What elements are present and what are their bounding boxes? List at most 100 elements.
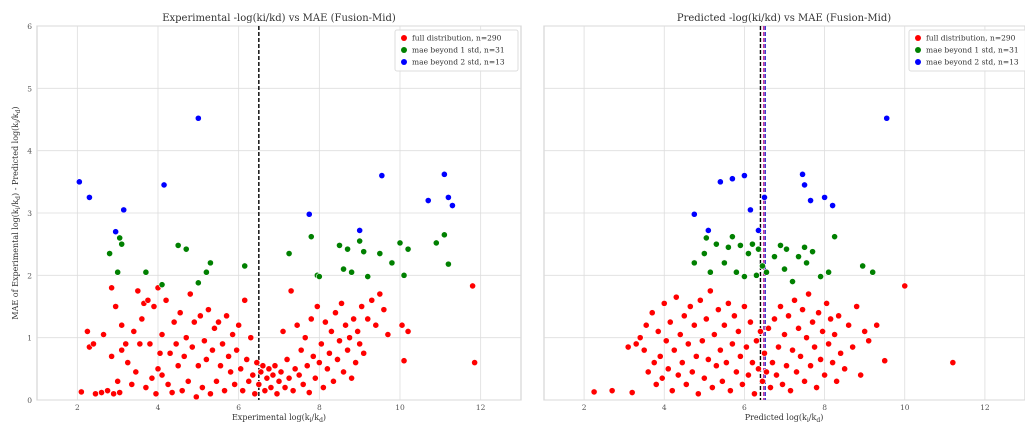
right-legend-box: [908, 29, 1025, 72]
right-point-full: [745, 371, 752, 379]
right-point-full: [777, 303, 784, 310]
left-point-full: [98, 389, 105, 396]
right-point-full: [831, 331, 839, 338]
left-point-mae-1std: [348, 268, 355, 276]
left-legend-label-2std: mae beyond 2 std, n=13: [412, 58, 505, 67]
left-point-full: [336, 337, 343, 345]
left-point-full: [116, 389, 124, 396]
left-point-full: [200, 337, 208, 345]
left-legend-marker-2std: [401, 59, 407, 65]
left-point-full: [309, 352, 317, 360]
left-point-full: [134, 287, 142, 295]
left-point-full: [190, 318, 198, 326]
right-point-full: [881, 357, 889, 365]
left-point-mae-2std: [424, 197, 432, 204]
right-point-full: [730, 312, 738, 320]
right-point-full: [841, 365, 849, 373]
left-point-mae-2std: [356, 227, 364, 234]
right-point-mae-2std: [799, 170, 806, 178]
right-point-mae-2std: [716, 178, 724, 186]
left-point-full: [332, 309, 339, 317]
left-point-full: [227, 368, 234, 376]
right-point-mae-1std: [831, 233, 839, 241]
left-point-full: [305, 389, 313, 396]
left-point-full: [180, 352, 188, 360]
left-point-full: [122, 340, 130, 348]
right-point-full: [797, 352, 804, 360]
right-point-mae-1std: [763, 268, 770, 276]
left-point-full: [275, 377, 283, 385]
left-point-full: [261, 387, 269, 395]
left-point-full: [340, 368, 347, 376]
right-point-mae-1std: [777, 242, 784, 249]
left-point-mae-1std: [285, 250, 293, 257]
left-point-mae-1std: [432, 239, 440, 247]
left-point-full: [354, 328, 362, 335]
left-point-full: [338, 299, 345, 307]
left-point-full: [225, 352, 232, 360]
left-point-full: [267, 384, 275, 391]
right-points: [590, 114, 957, 398]
right-point-full: [682, 381, 690, 388]
left-point-full: [350, 315, 358, 323]
left-legend-label-1std: mae beyond 1 std, n=31: [412, 46, 505, 55]
left-point-full: [156, 349, 164, 357]
right-point-mae-1std: [724, 243, 732, 251]
right-legend: full distribution, n=290 mae beyond 1 st…: [908, 29, 1025, 72]
left-point-mae-1std: [344, 245, 351, 253]
right-point-full: [853, 303, 861, 310]
right-point-full: [819, 328, 826, 335]
left-point-mae-1std: [336, 242, 343, 249]
left-point-full: [326, 349, 333, 357]
left-point-full: [269, 371, 277, 379]
right-point-full: [949, 359, 957, 366]
left-point-full: [342, 321, 349, 329]
left-y-tick-label: 6: [27, 22, 32, 31]
left-point-full: [279, 328, 287, 335]
left-point-full: [215, 318, 222, 326]
left-point-mae-2std: [194, 114, 202, 122]
left-point-mae-1std: [364, 273, 372, 280]
left-legend-box: [394, 29, 519, 72]
left-point-mae-1std: [174, 242, 182, 249]
right-point-mae-1std: [801, 243, 808, 251]
right-point-full: [739, 381, 746, 388]
right-point-full: [724, 299, 732, 307]
left-point-full: [164, 381, 172, 388]
left-point-mae-1std: [241, 262, 249, 270]
left-point-full: [104, 387, 111, 395]
right-point-full: [733, 368, 740, 376]
right-point-full: [823, 299, 830, 307]
right-point-full: [662, 337, 670, 345]
right-point-mae-1std: [690, 259, 698, 267]
left-point-mae-1std: [142, 268, 150, 276]
left-point-full: [255, 381, 263, 388]
left-point-full: [207, 390, 214, 398]
right-x-tick-label: 4: [662, 403, 667, 412]
right-x-tick-labels: 2 4 6 8 10 12: [582, 403, 990, 412]
left-point-mae-2std: [75, 178, 83, 186]
right-point-full: [728, 340, 736, 348]
right-point-full: [674, 371, 682, 379]
right-point-mae-1std: [795, 253, 802, 261]
left-x-tick-label: 2: [75, 403, 80, 412]
left-point-mae-1std: [388, 259, 396, 267]
left-point-full: [213, 377, 220, 385]
right-point-mae-2std: [704, 227, 712, 234]
right-point-full: [873, 321, 881, 329]
left-point-full: [170, 318, 178, 326]
right-point-full: [628, 389, 636, 396]
left-point-full: [118, 346, 126, 354]
left-point-full: [194, 362, 202, 370]
right-point-full: [722, 359, 730, 366]
left-point-mae-1std: [207, 259, 214, 267]
right-point-full: [803, 334, 810, 342]
right-point-full: [658, 374, 666, 382]
left-y-tick-label: 2: [27, 271, 32, 280]
left-point-full: [174, 362, 182, 370]
right-point-full: [827, 315, 834, 323]
left-point-full: [259, 362, 267, 370]
left-point-full: [112, 303, 120, 310]
right-point-full: [670, 346, 678, 354]
right-point-full: [761, 349, 768, 357]
